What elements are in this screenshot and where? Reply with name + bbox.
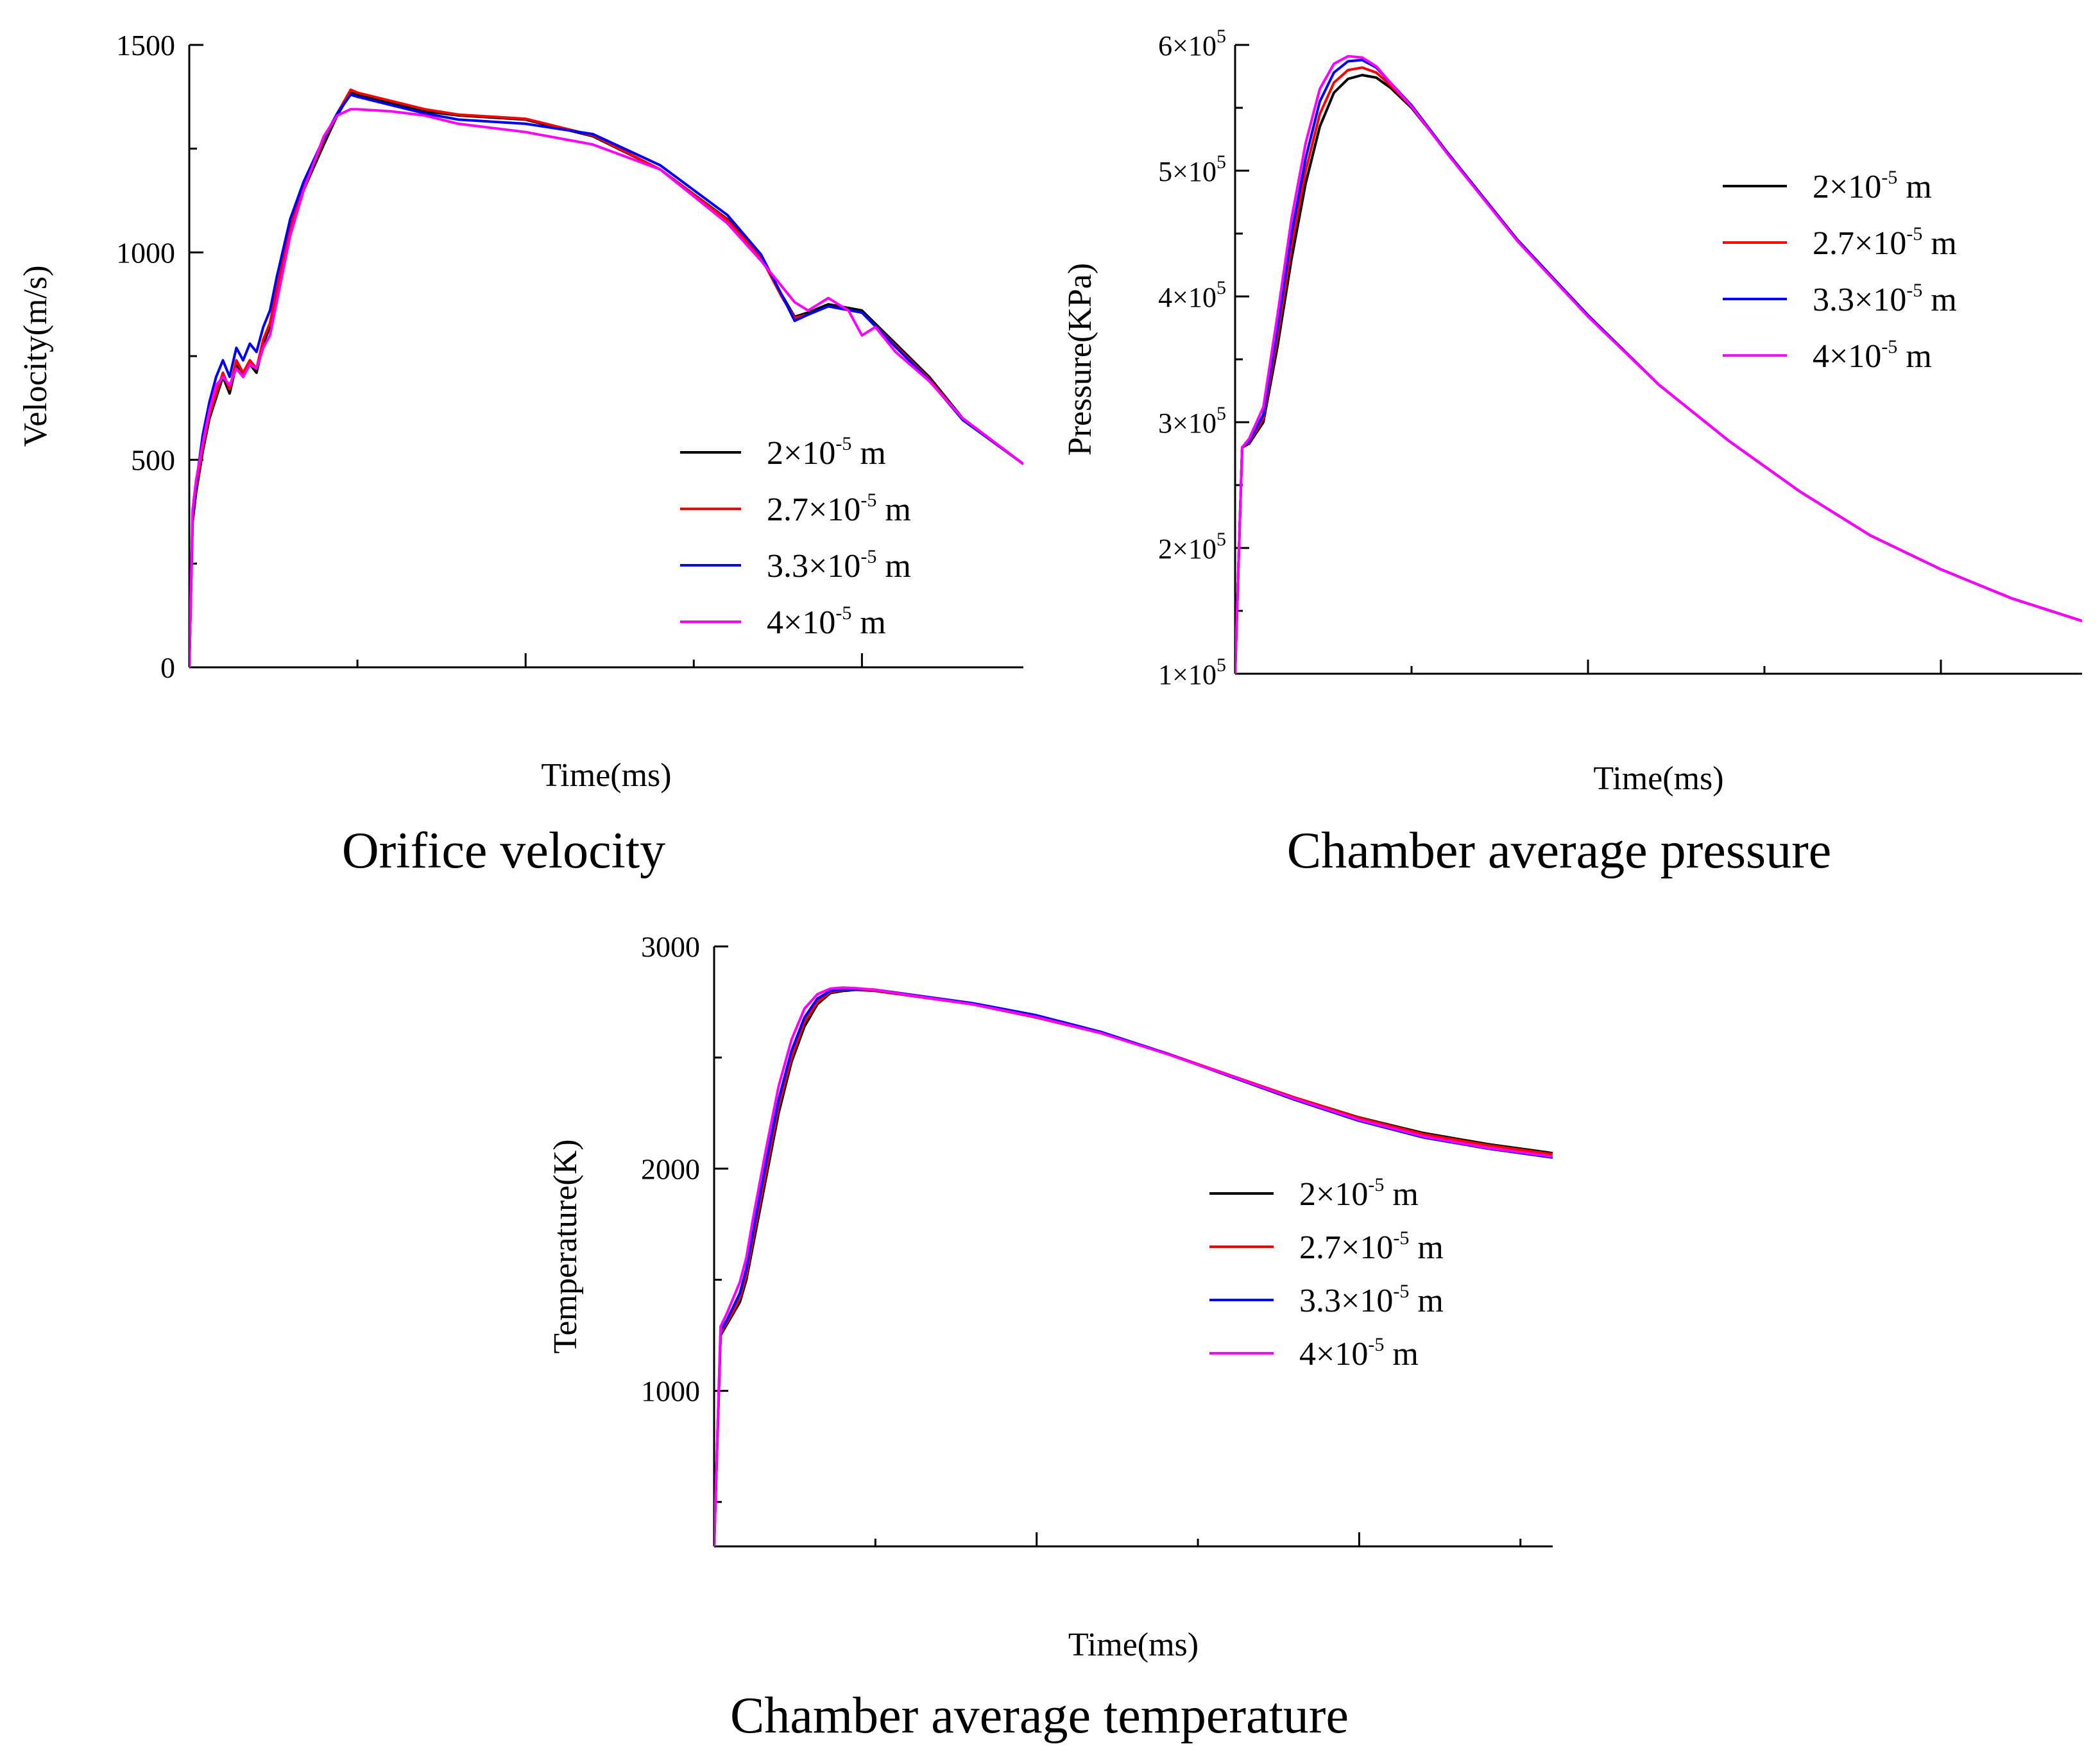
y-tick-label: 1×105 [1158,654,1226,690]
x-axis-title: Time(ms) [541,757,671,794]
x-axis-title: Time(ms) [1593,760,1723,797]
y-tick-label: 2×105 [1158,529,1226,565]
chart-velocity: 0 500 1000 1500 Time(ms) Velocity(m/s) 2×10-5 … [17,29,1023,794]
legend-label: 4×10-5 m [767,603,886,641]
series-line [1235,58,2082,674]
y-axis-title: Temperature(K) [547,1139,584,1353]
y-tick-label: 1500 [116,29,175,62]
caption-pressure: Chamber average pressure [1287,823,1831,879]
legend-label: 3.3×10-5 m [1299,1281,1444,1319]
y-tick-label: 0 [160,651,175,684]
x-axis-title: Time(ms) [1068,1627,1199,1663]
y-tick-label: 1000 [116,236,175,269]
series-line [189,108,1023,667]
legend-label: 3.3×10-5 m [1813,280,1957,318]
legend-label: 2×10-5 m [1299,1174,1419,1213]
y-tick-label: 3×105 [1158,403,1226,439]
legend-label: 2×10-5 m [1813,167,1932,205]
legend: 2×10-5 m 2.7×10-5 m 3.3×10-5 m 4×10-5 m [680,433,911,641]
y-tick-label: 4×105 [1158,277,1226,313]
y-axis-title: Pressure(KPa) [1062,263,1098,456]
series-line [1235,74,2082,674]
y-tick-label: 500 [131,444,175,477]
chart-temperature: 1000 2000 3000 Time(ms) Temperature(K) 2×10-5… [547,930,1553,1663]
caption-velocity: Orifice velocity [342,823,665,879]
legend-label: 2×10-5 m [767,433,886,472]
legend-label: 2.7×10-5 m [1813,223,1957,262]
series-line [714,986,1553,1546]
y-tick-label: 6×105 [1158,26,1226,62]
series-line [1235,55,2082,674]
legend-label: 4×10-5 m [1813,336,1932,375]
y-axis-title: Velocity(m/s) [17,265,54,447]
series-line [1235,66,2082,674]
legend-label: 4×10-5 m [1299,1334,1419,1372]
series-line [714,988,1553,1546]
y-tick-label: 3000 [641,930,700,963]
chart-pressure: 1×105 2×105 3×105 4×105 5×105 6×105 Time(ms) Pr… [1062,26,2082,797]
legend: 2×10-5 m 2.7×10-5 m 3.3×10-5 m 4×10-5 m [1723,167,1957,375]
legend-label: 2.7×10-5 m [1299,1227,1444,1266]
legend: 2×10-5 m 2.7×10-5 m 3.3×10-5 m 4×10-5 m [1209,1174,1444,1372]
y-tick-label: 1000 [641,1375,700,1408]
series-line [189,93,1023,667]
y-tick-label: 5×105 [1158,151,1226,187]
series-line [714,988,1553,1546]
y-tick-label: 2000 [641,1152,700,1185]
legend-label: 2.7×10-5 m [767,490,911,528]
series-line [714,987,1553,1546]
legend-label: 3.3×10-5 m [767,546,911,585]
caption-temperature: Chamber average temperature [730,1688,1349,1744]
